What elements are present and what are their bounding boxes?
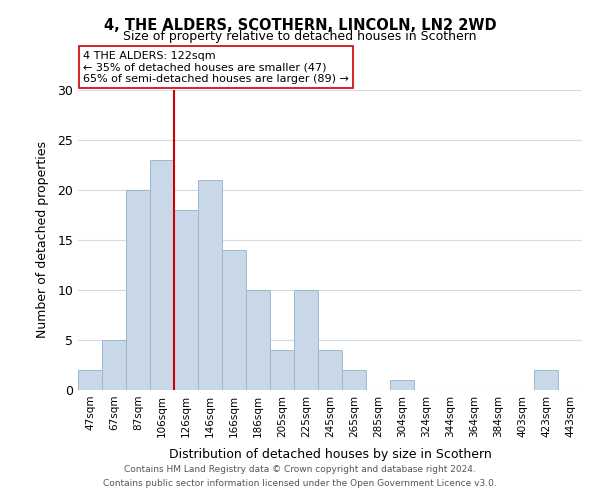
Text: Contains HM Land Registry data © Crown copyright and database right 2024.
Contai: Contains HM Land Registry data © Crown c… <box>103 466 497 487</box>
Bar <box>198 180 222 390</box>
X-axis label: Distribution of detached houses by size in Scothern: Distribution of detached houses by size … <box>169 448 491 461</box>
Bar <box>246 290 270 390</box>
Bar <box>342 370 366 390</box>
Bar <box>534 370 558 390</box>
Text: 4 THE ALDERS: 122sqm
← 35% of detached houses are smaller (47)
65% of semi-detac: 4 THE ALDERS: 122sqm ← 35% of detached h… <box>83 51 349 84</box>
Y-axis label: Number of detached properties: Number of detached properties <box>36 142 49 338</box>
Bar <box>222 250 246 390</box>
Bar <box>294 290 318 390</box>
Bar <box>318 350 342 390</box>
Bar <box>126 190 150 390</box>
Bar <box>150 160 174 390</box>
Bar <box>270 350 294 390</box>
Bar <box>102 340 126 390</box>
Bar <box>78 370 102 390</box>
Text: 4, THE ALDERS, SCOTHERN, LINCOLN, LN2 2WD: 4, THE ALDERS, SCOTHERN, LINCOLN, LN2 2W… <box>104 18 496 32</box>
Bar <box>174 210 198 390</box>
Text: Size of property relative to detached houses in Scothern: Size of property relative to detached ho… <box>123 30 477 43</box>
Bar <box>390 380 414 390</box>
